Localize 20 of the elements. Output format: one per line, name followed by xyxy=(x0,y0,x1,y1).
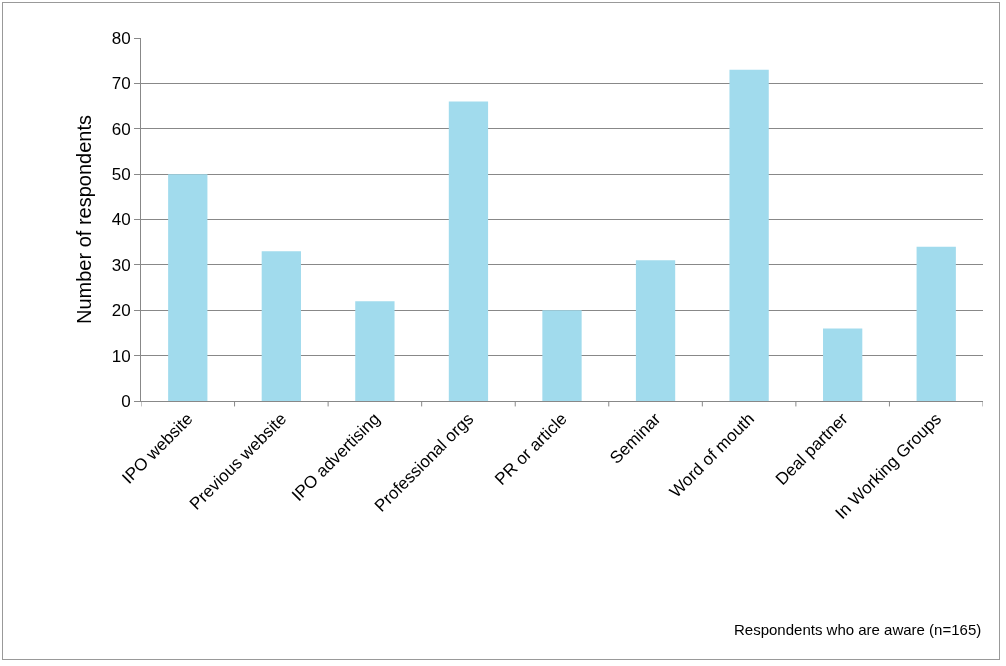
bar xyxy=(261,251,301,401)
bar xyxy=(916,246,956,401)
bar xyxy=(823,328,863,401)
y-axis-title: Number of respondents xyxy=(73,114,95,325)
y-tick-label: 50 xyxy=(111,165,131,185)
y-tick-label: 70 xyxy=(111,74,131,94)
bar xyxy=(448,101,489,401)
bar xyxy=(729,69,769,401)
y-tick-label: 10 xyxy=(111,346,131,366)
y-tick-label: 30 xyxy=(111,255,131,275)
y-tick-label: 60 xyxy=(111,119,131,139)
bar xyxy=(542,310,582,401)
y-tick-label: 80 xyxy=(111,28,131,48)
y-tick-label: 40 xyxy=(111,210,131,230)
bar xyxy=(355,301,395,401)
text: Respondents who are aware (n=165) xyxy=(734,621,982,638)
bar xyxy=(168,174,208,401)
y-tick-label: 20 xyxy=(111,301,131,321)
y-tick-label: 0 xyxy=(121,391,131,411)
bar xyxy=(635,260,676,401)
